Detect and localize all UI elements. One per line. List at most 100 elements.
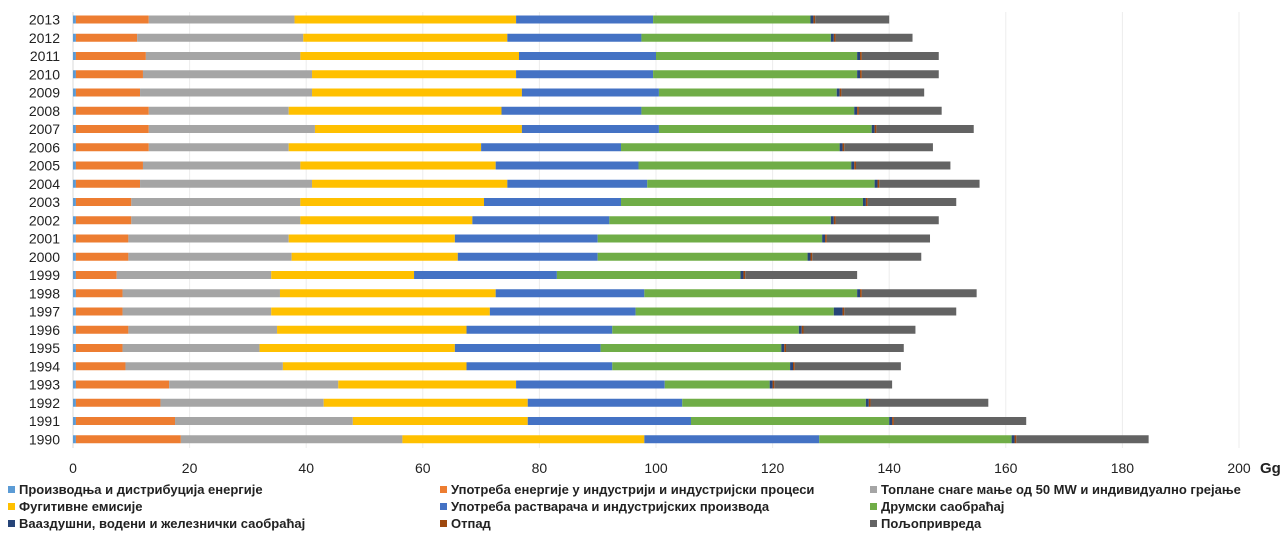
bar-segment bbox=[836, 88, 840, 97]
bar-segment bbox=[854, 106, 858, 115]
bar-segment bbox=[790, 362, 794, 371]
x-tick-label: 100 bbox=[644, 460, 668, 476]
legend-label: Пољопривреда bbox=[881, 516, 982, 531]
bar-segment bbox=[75, 70, 143, 79]
bar-segment bbox=[338, 380, 517, 389]
bar-segment bbox=[819, 435, 1012, 444]
bar-segment bbox=[75, 143, 149, 152]
bar-segment bbox=[125, 362, 283, 371]
bar-segment bbox=[871, 125, 875, 133]
bar-segment bbox=[312, 179, 508, 188]
bar-segment bbox=[180, 435, 403, 444]
bar-segment bbox=[857, 106, 859, 115]
category-label: 2011 bbox=[30, 48, 60, 64]
legend-swatch bbox=[8, 520, 15, 527]
x-tick-label: 20 bbox=[182, 460, 198, 476]
chart-legend: Производња и дистрибуција енергије Употре… bbox=[8, 482, 1283, 537]
bar-segment bbox=[839, 88, 842, 97]
bar-segment bbox=[865, 198, 868, 206]
x-tick-label: 0 bbox=[69, 460, 77, 476]
bar-segment bbox=[73, 125, 76, 133]
category-label: 2004 bbox=[29, 176, 60, 192]
x-tick-label: 120 bbox=[761, 460, 785, 476]
bar-segment bbox=[516, 15, 654, 24]
category-label: 1996 bbox=[29, 322, 60, 338]
bar-segment bbox=[75, 252, 129, 261]
legend-swatch bbox=[440, 520, 447, 527]
bar-segment bbox=[314, 125, 522, 133]
bar-segment bbox=[489, 307, 636, 316]
stacked-bar-chart: 2013201220112010200920082007200620052004… bbox=[29, 12, 1281, 478]
x-tick-label: 180 bbox=[1111, 460, 1135, 476]
legend-item: Отпад bbox=[440, 516, 491, 531]
bar-segment bbox=[291, 252, 458, 261]
bar-segment bbox=[851, 161, 855, 170]
bar-segment bbox=[75, 52, 146, 60]
bar-segment bbox=[830, 33, 834, 42]
bar-segment bbox=[75, 362, 126, 371]
bar-segment bbox=[75, 271, 117, 279]
bar-segment bbox=[73, 344, 76, 352]
bar-segment bbox=[682, 398, 866, 407]
bar-segment bbox=[855, 161, 951, 170]
bar-segment bbox=[860, 70, 862, 79]
bar-segment bbox=[282, 362, 467, 371]
bar-segment bbox=[597, 234, 823, 243]
x-tick-label: 60 bbox=[415, 460, 431, 476]
category-label: 1990 bbox=[29, 431, 60, 447]
bar-segment bbox=[803, 325, 916, 334]
bar-segment bbox=[527, 417, 691, 425]
bar-segment bbox=[794, 362, 901, 371]
bar-segment bbox=[516, 70, 654, 79]
bar-segment bbox=[75, 234, 129, 243]
bar-segment bbox=[73, 179, 76, 188]
bar-segment bbox=[865, 398, 869, 407]
x-tick-label: 140 bbox=[878, 460, 902, 476]
legend-label: Отпад bbox=[451, 516, 491, 531]
bar-segment bbox=[635, 307, 834, 316]
legend-item: Вааздушни, водени и железнички саобраћај bbox=[8, 516, 305, 531]
bar-segment bbox=[664, 380, 770, 389]
bar-segment bbox=[653, 15, 811, 24]
bar-segment bbox=[75, 398, 161, 407]
bar-segment bbox=[867, 198, 957, 206]
bar-segment bbox=[454, 234, 598, 243]
bar-segment bbox=[73, 216, 76, 225]
bar-segment bbox=[1016, 435, 1149, 444]
legend-swatch bbox=[8, 503, 15, 510]
bar-segment bbox=[815, 15, 890, 24]
category-label: 2003 bbox=[29, 194, 60, 210]
bar-segment bbox=[300, 198, 485, 206]
bar-segment bbox=[148, 15, 295, 24]
legend-item: Употреба енергије у индустрији и индустр… bbox=[440, 482, 814, 497]
bar-segment bbox=[769, 380, 773, 389]
bar-segment bbox=[148, 125, 315, 133]
bar-segment bbox=[122, 289, 280, 298]
bar-segment bbox=[501, 106, 642, 115]
bar-segment bbox=[300, 52, 519, 60]
bar-segment bbox=[75, 33, 138, 42]
bar-segment bbox=[844, 307, 957, 316]
bar-segment bbox=[73, 161, 76, 170]
bar-segment bbox=[481, 143, 622, 152]
bar-segment bbox=[647, 179, 875, 188]
bar-segment bbox=[312, 88, 522, 97]
bar-segment bbox=[833, 307, 843, 316]
bar-segment bbox=[75, 125, 149, 133]
bar-segment bbox=[893, 417, 1027, 425]
category-label: 2000 bbox=[29, 249, 60, 265]
legend-item: Фугитивне емисије bbox=[8, 499, 143, 514]
bar-segment bbox=[75, 325, 129, 334]
legend-label: Топлане снаге мање од 50 MW и индивидуал… bbox=[881, 482, 1241, 497]
legend-item: Производња и дистрибуција енергије bbox=[8, 482, 263, 497]
bar-segment bbox=[73, 398, 76, 407]
bar-segment bbox=[1014, 435, 1017, 444]
bar-segment bbox=[874, 179, 878, 188]
bar-segment bbox=[781, 344, 785, 352]
bar-segment bbox=[73, 15, 76, 24]
legend-label: Употреба растварача и индустријских прои… bbox=[451, 499, 770, 514]
category-label: 2013 bbox=[29, 12, 60, 28]
bar-segment bbox=[128, 325, 278, 334]
bar-segment bbox=[75, 380, 170, 389]
bar-segment bbox=[352, 417, 528, 425]
